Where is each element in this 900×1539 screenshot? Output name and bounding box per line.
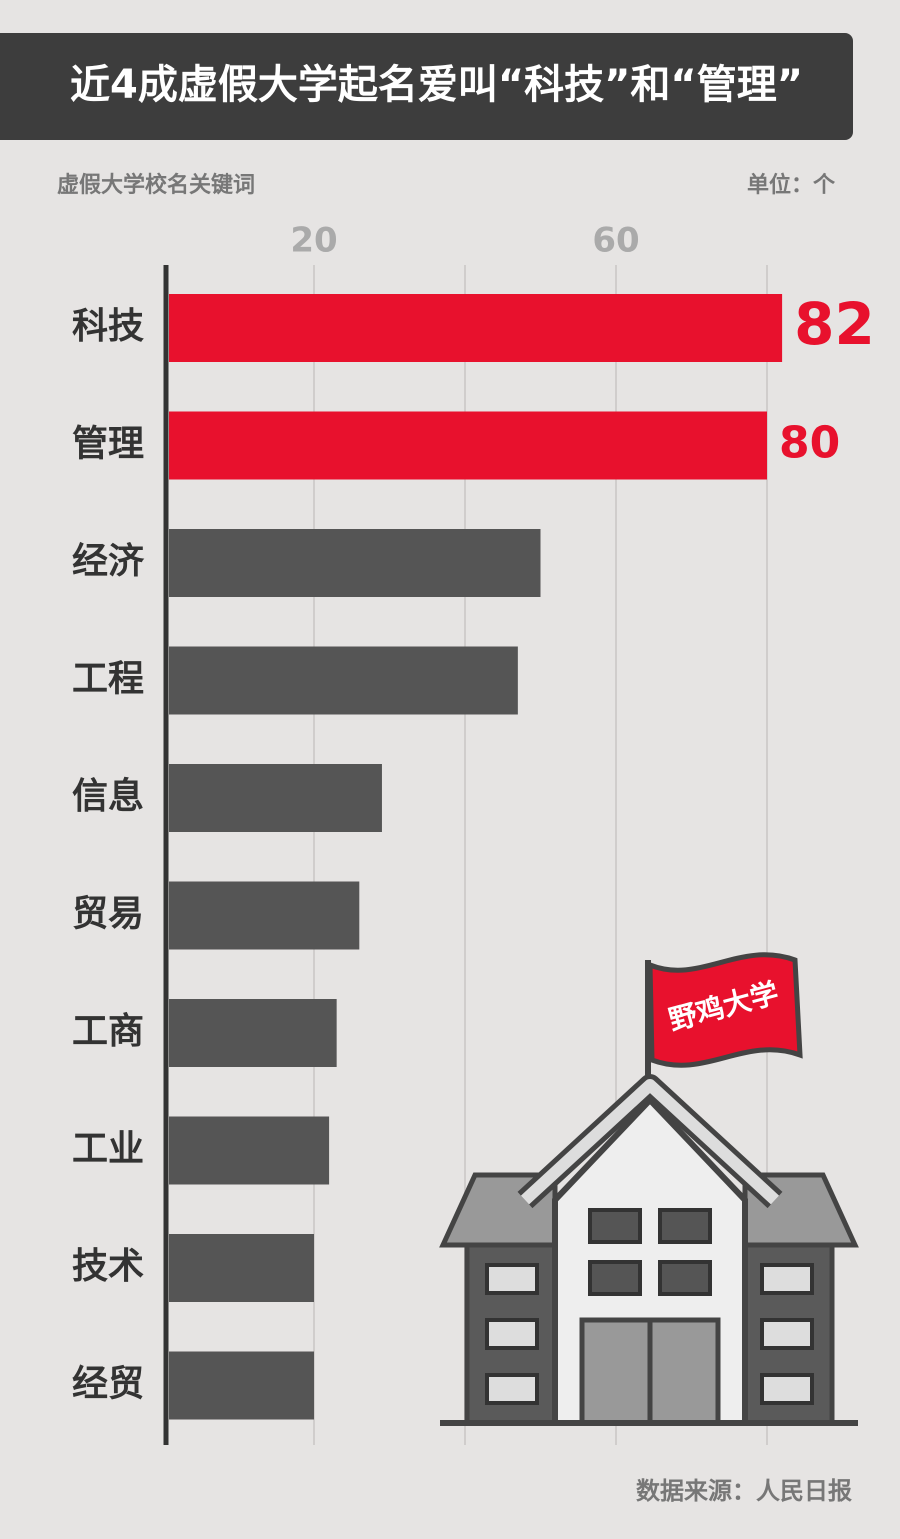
x-tick-label: 20 (290, 221, 337, 261)
bar (169, 1234, 314, 1302)
y-tick-label: 技术 (72, 1246, 144, 1287)
bar (169, 529, 541, 597)
bar (169, 646, 518, 715)
y-tick-label: 科技 (72, 306, 144, 347)
source: 数据来源：人民日报 (636, 1477, 852, 1505)
unit: 单位：个 (747, 172, 836, 198)
y-tick-label: 管理 (72, 424, 144, 465)
y-tick-label: 贸易 (72, 894, 144, 935)
value-label: 82 (794, 290, 875, 358)
y-tick-label: 信息 (72, 776, 144, 817)
y-tick-label: 工程 (72, 659, 144, 700)
bar (169, 764, 382, 832)
y-tick-label: 经贸 (72, 1364, 144, 1405)
chart-title: 近4成虚假大学起名爱叫“科技”和“管理” (70, 62, 803, 108)
value-label: 80 (779, 418, 840, 469)
title-banner (0, 33, 853, 140)
y-tick-label: 工商 (72, 1011, 144, 1052)
y-tick-label: 工业 (72, 1129, 144, 1170)
bar (169, 411, 767, 480)
bar (169, 294, 783, 362)
bar (169, 881, 360, 950)
x-tick-label: 60 (592, 221, 639, 261)
building: 野鸡大学 (439, 952, 859, 1426)
bar (169, 1116, 330, 1185)
bar (169, 999, 337, 1067)
subtitle: 虚假大学校名关键词 (57, 172, 255, 198)
bar (169, 1351, 314, 1420)
y-tick-label: 经济 (72, 541, 145, 582)
